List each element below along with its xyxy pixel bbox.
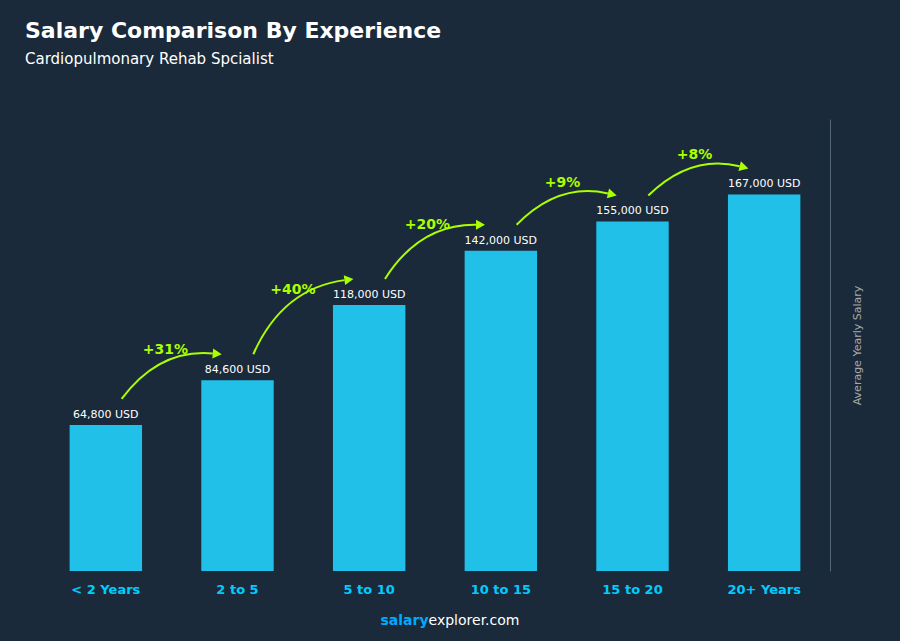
svg-text:+8%: +8% xyxy=(677,146,713,162)
svg-text:84,600 USD: 84,600 USD xyxy=(205,363,271,376)
svg-text:salary: salary xyxy=(381,612,429,628)
svg-text:155,000 USD: 155,000 USD xyxy=(596,204,669,217)
svg-text:Cardiopulmonary Rehab Spcialis: Cardiopulmonary Rehab Spcialist xyxy=(25,50,274,68)
svg-text:5 to 10: 5 to 10 xyxy=(343,582,394,597)
svg-text:Average Yearly Salary: Average Yearly Salary xyxy=(851,285,864,405)
svg-text:15 to 20: 15 to 20 xyxy=(602,582,662,597)
svg-text:+40%: +40% xyxy=(270,281,315,297)
svg-text:167,000 USD: 167,000 USD xyxy=(728,177,801,190)
svg-text:142,000 USD: 142,000 USD xyxy=(465,234,538,247)
svg-text:20+ Years: 20+ Years xyxy=(727,582,801,597)
svg-text:explorer.com: explorer.com xyxy=(429,612,520,628)
svg-text:+9%: +9% xyxy=(545,174,581,190)
svg-text:Salary Comparison By Experienc: Salary Comparison By Experience xyxy=(25,18,441,43)
svg-text:10 to 15: 10 to 15 xyxy=(471,582,531,597)
svg-text:64,800 USD: 64,800 USD xyxy=(73,408,139,421)
svg-text:+31%: +31% xyxy=(143,341,188,357)
svg-text:2 to 5: 2 to 5 xyxy=(216,582,258,597)
svg-text:+20%: +20% xyxy=(405,216,450,232)
svg-text:< 2 Years: < 2 Years xyxy=(71,582,140,597)
svg-text:118,000 USD: 118,000 USD xyxy=(333,288,406,301)
